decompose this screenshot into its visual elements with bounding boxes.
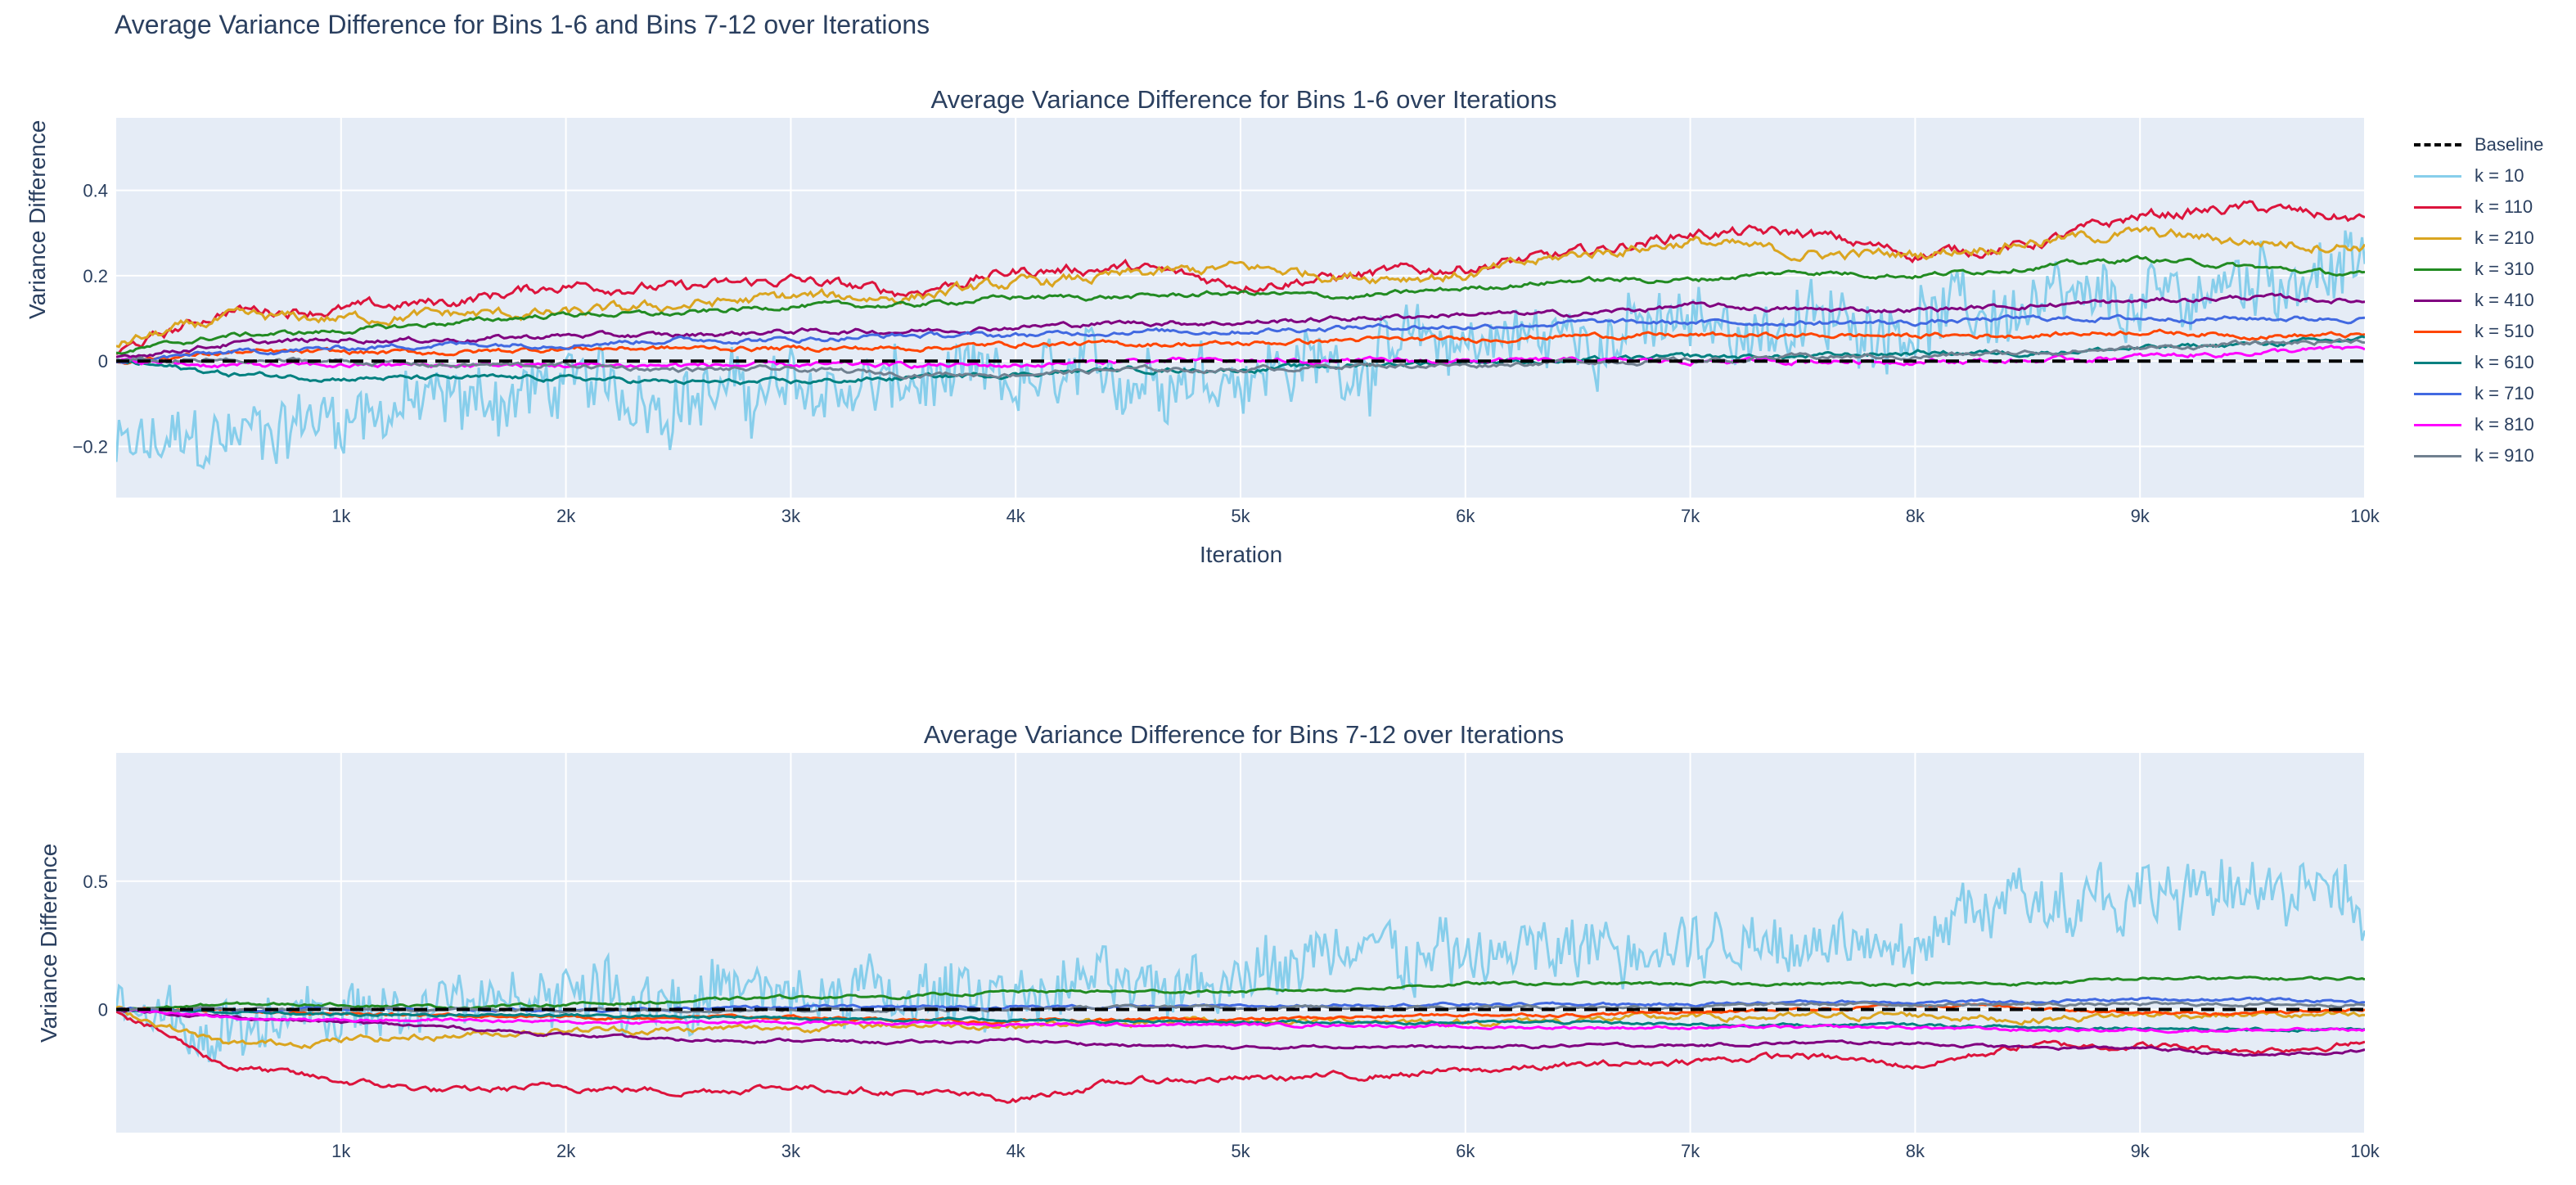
x-tick-label: 7k <box>1681 1141 1700 1161</box>
legend-swatch <box>2414 392 2461 395</box>
x-tick-label: 1k <box>331 506 351 526</box>
series-line-k-210 <box>116 225 2365 349</box>
legend-label: k = 410 <box>2475 290 2534 310</box>
legend-swatch <box>2414 268 2461 271</box>
legend-item[interactable]: k = 410 <box>2414 285 2543 316</box>
series-line-k-110 <box>116 1010 2365 1104</box>
y-tick-label: 0.2 <box>83 266 108 286</box>
legend-label: k = 310 <box>2475 259 2534 279</box>
legend-label: k = 210 <box>2475 228 2534 248</box>
x-tick-label: 2k <box>556 1141 576 1161</box>
legend-label: k = 910 <box>2475 445 2534 466</box>
series-line-k-610 <box>116 1007 2365 1033</box>
series-line-k-910 <box>116 1001 2365 1014</box>
series-lines <box>116 200 2365 470</box>
series-line-k-710 <box>116 313 2365 364</box>
x-tick-label: 8k <box>1906 1141 1925 1161</box>
x-tick-label: 8k <box>1906 506 1925 526</box>
legend-label: k = 810 <box>2475 414 2534 435</box>
series-line-k-910 <box>116 337 2365 380</box>
x-tick-label: 9k <box>2131 1141 2150 1161</box>
legend-swatch <box>2414 237 2461 240</box>
legend-swatch <box>2414 454 2461 457</box>
legend-item[interactable]: Baseline <box>2414 129 2543 160</box>
legend: Baseline k = 10 k = 110 k = 210 k = 310 k = 4… <box>2414 129 2543 471</box>
x-tick-label: 3k <box>781 506 801 526</box>
legend-swatch <box>2414 174 2461 178</box>
legend-item[interactable]: k = 610 <box>2414 347 2543 378</box>
subplot-2: 1k 2k 3k 4k 5k 6k 7k 8k 9k 10k 0 0.5 <box>83 753 2380 1161</box>
legend-label: k = 10 <box>2475 165 2524 186</box>
y-tick-label: 0 <box>98 351 108 372</box>
legend-item[interactable]: k = 910 <box>2414 440 2543 471</box>
legend-item[interactable]: k = 10 <box>2414 160 2543 191</box>
legend-item[interactable]: k = 710 <box>2414 378 2543 409</box>
legend-swatch <box>2414 330 2461 333</box>
series-line-k-10 <box>116 858 2365 1062</box>
x-tick-label: 5k <box>1231 1141 1250 1161</box>
x-tick-label: 6k <box>1456 506 1475 526</box>
series-line-k-810 <box>116 1007 2365 1034</box>
legend-swatch <box>2414 299 2461 302</box>
legend-swatch <box>2414 205 2461 209</box>
legend-swatch <box>2414 423 2461 426</box>
x-tick-label: 9k <box>2131 506 2150 526</box>
series-line-k-310 <box>116 975 2365 1012</box>
legend-label: k = 610 <box>2475 352 2534 372</box>
series-lines <box>116 858 2365 1104</box>
series-line-k-310 <box>116 255 2365 355</box>
legend-label: k = 710 <box>2475 383 2534 403</box>
legend-swatch <box>2414 143 2461 146</box>
y-tick-label: 0.4 <box>83 181 108 201</box>
figure-title: Average Variance Difference for Bins 1-6… <box>115 10 930 39</box>
x-tick-label: 4k <box>1007 506 1026 526</box>
x-tick-label: 10k <box>2350 506 2380 526</box>
series-line-k-410 <box>116 292 2365 358</box>
legend-item[interactable]: k = 310 <box>2414 254 2543 285</box>
y-tick-label: 0 <box>98 1000 108 1021</box>
legend-label: Baseline <box>2475 134 2544 155</box>
x-tick-label: 5k <box>1231 506 1250 526</box>
x-tick-label: 4k <box>1007 1141 1026 1161</box>
x-tick-label: 3k <box>781 1141 801 1161</box>
legend-label: k = 510 <box>2475 321 2534 341</box>
legend-item[interactable]: k = 110 <box>2414 191 2543 223</box>
y-tick-label: 0.5 <box>83 872 108 892</box>
x-tick-label: 1k <box>331 1141 351 1161</box>
subplot2-title: Average Variance Difference for Bins 7-1… <box>923 720 1565 749</box>
legend-swatch <box>2414 361 2461 364</box>
y-tick-label: −0.2 <box>73 436 108 457</box>
series-line-k-710 <box>116 996 2365 1014</box>
legend-label: k = 110 <box>2475 196 2533 217</box>
x-tick-label: 2k <box>556 506 576 526</box>
series-line-k-410 <box>116 1008 2365 1057</box>
subplot1-title: Average Variance Difference for Bins 1-6… <box>930 85 1557 114</box>
legend-item[interactable]: k = 210 <box>2414 223 2543 254</box>
subplot1-xlabel: Iteration <box>1200 542 1283 567</box>
series-line-k-510 <box>116 328 2365 365</box>
x-tick-label: 6k <box>1456 1141 1475 1161</box>
x-tick-label: 7k <box>1681 506 1700 526</box>
subplot-1: 1k 2k 3k 4k 5k 6k 7k 8k 9k 10k −0.2 0 0.2 0.4 <box>73 118 2380 526</box>
legend-item[interactable]: k = 510 <box>2414 316 2543 347</box>
x-tick-label: 10k <box>2350 1141 2380 1161</box>
legend-item[interactable]: k = 810 <box>2414 409 2543 440</box>
